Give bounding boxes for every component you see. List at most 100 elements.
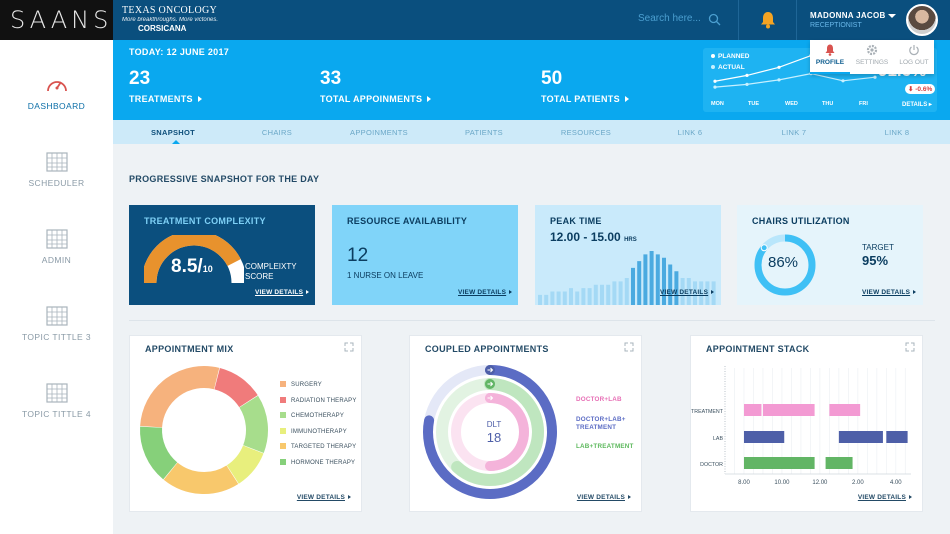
legend-swatch xyxy=(280,381,286,387)
tab-bar: SNAPSHOT CHAIRS APPOINMENTS PATIENTS RES… xyxy=(113,120,950,144)
planned-line-point xyxy=(745,73,749,77)
calendar-icon xyxy=(45,306,68,326)
tab-chairs[interactable]: CHAIRS xyxy=(261,128,293,137)
expand-icon[interactable] xyxy=(624,342,634,352)
stat-patients-link[interactable]: TOTAL PATIENTS xyxy=(541,94,629,104)
mini-chart-change: ⬇ -0.6% xyxy=(905,84,936,94)
tick-label: 4.00 xyxy=(890,480,902,486)
actual-line-point xyxy=(777,78,781,82)
user-name[interactable]: MADONNA JACOB xyxy=(810,11,886,20)
mini-chart-details-link[interactable]: DETAILS ▸ xyxy=(902,102,932,108)
sidebar-item-scheduler[interactable]: SCHEDULER xyxy=(0,151,113,188)
view-details-link[interactable]: VIEW DETAILS xyxy=(297,494,351,501)
actual-line-point xyxy=(873,75,877,79)
legend-planned: PLANNED xyxy=(711,53,749,60)
speedometer-icon xyxy=(46,81,67,92)
stack-bar xyxy=(762,404,815,416)
peak-bar xyxy=(655,254,660,305)
peak-bar xyxy=(593,284,598,305)
search-input[interactable]: Search here... xyxy=(638,13,701,24)
menu-logout[interactable]: LOG OUT xyxy=(894,44,934,66)
sidebar-item-admin[interactable]: ADMIN xyxy=(0,228,113,265)
peak-bar xyxy=(668,264,673,305)
view-details-link[interactable]: VIEW DETAILS xyxy=(858,494,912,501)
panel-title: APPOINTMENT STACK xyxy=(706,344,810,354)
mix-slice xyxy=(140,366,220,428)
target-value: 95% xyxy=(862,253,889,268)
app-logo[interactable]: SAANS xyxy=(0,0,113,40)
org-name: TEXAS ONCOLOGY xyxy=(122,5,218,16)
org-location: CORSICANA xyxy=(138,24,187,33)
stat-appointments-link[interactable]: TOTAL APPOINMENTS xyxy=(320,94,431,104)
card-peak-time: PEAK TIME 12.00 - 15.00 HRS VIEW DETAILS xyxy=(535,205,721,305)
card-treatment-complexity: TREATMENT COMPLEXITY 8.5/10 COMPLEIXTY SC… xyxy=(129,205,315,305)
tick-label: 2.00 xyxy=(852,480,864,486)
peak-bar xyxy=(600,284,604,305)
bell-icon[interactable] xyxy=(760,11,776,29)
sidebar-item-topic-4[interactable]: TOPIC TITTLE 4 xyxy=(0,382,113,419)
tab-link-8[interactable]: LINK 8 xyxy=(884,128,910,137)
peak-bar xyxy=(587,288,592,305)
tab-link-7[interactable]: LINK 7 xyxy=(781,128,807,137)
planned-line-point xyxy=(713,79,717,83)
tick-label: 8.00 xyxy=(738,480,750,486)
chairs-progress-marker xyxy=(760,244,768,252)
chairs-donut xyxy=(754,234,816,296)
legend-label: IMMUNOTHERAPY xyxy=(291,428,347,435)
mini-chart-day-label: MON xyxy=(711,101,724,107)
menu-profile[interactable]: PROFILE xyxy=(810,44,850,74)
legend-label: HORMONE THERAPY xyxy=(291,459,356,466)
mix-slice xyxy=(226,444,264,484)
stack-bar xyxy=(825,457,853,469)
mix-slice xyxy=(239,395,268,453)
resource-value: 12 xyxy=(347,245,369,266)
search-icon[interactable] xyxy=(708,13,721,26)
card-title: TREATMENT COMPLEXITY xyxy=(144,216,266,226)
tab-resources[interactable]: RESOURCES xyxy=(560,128,612,137)
tab-patients[interactable]: PATIENTS xyxy=(465,128,503,137)
view-details-link[interactable]: VIEW DETAILS xyxy=(577,494,631,501)
stat-appointments-value: 33 xyxy=(320,68,342,89)
legend-item: SURGERY xyxy=(280,381,322,388)
expand-icon[interactable] xyxy=(344,342,354,352)
legend-swatch xyxy=(280,458,286,465)
ring-center xyxy=(463,405,517,459)
legend-item: CHEMOTHERAPY xyxy=(280,412,344,419)
avatar[interactable] xyxy=(906,4,938,36)
chevron-down-icon[interactable] xyxy=(888,14,896,18)
view-details-link[interactable]: VIEW DETAILS xyxy=(255,289,309,296)
chairs-value: 86% xyxy=(768,254,799,271)
bell-icon xyxy=(825,44,835,56)
sidebar-item-dashboard[interactable]: DASHBOARD xyxy=(0,74,113,111)
view-details-link[interactable]: VIEW DETAILS xyxy=(660,289,714,296)
center-label: DLT xyxy=(486,420,502,429)
panel-title: COUPLED APPOINTMENTS xyxy=(425,344,549,354)
legend-label: CHEMOTHERAPY xyxy=(291,413,345,419)
legend-label: RADIATION THERAPY xyxy=(291,397,357,404)
calendar-icon xyxy=(45,383,68,403)
menu-settings[interactable]: SETTINGS xyxy=(852,44,892,66)
peak-bar xyxy=(662,257,666,305)
chairs-progress-arc xyxy=(754,234,816,296)
expand-icon[interactable] xyxy=(905,342,915,352)
tab-snapshot[interactable]: SNAPSHOT xyxy=(150,128,196,137)
tab-appointments[interactable]: APPOINMENTS xyxy=(350,128,408,137)
panel-coupled-appointments: COUPLED APPOINTMENTS DLT 18 DOCTOR+LAB DO… xyxy=(409,335,642,512)
arrow-icon-glyph xyxy=(487,381,494,387)
tab-link-6[interactable]: LINK 6 xyxy=(677,128,703,137)
stat-treatments-value: 23 xyxy=(129,68,151,89)
peak-bar xyxy=(618,281,623,305)
view-details-link[interactable]: VIEW DETAILS xyxy=(458,289,512,296)
card-resource-availability: RESOURCE AVAILABILITY 12 1 NURSE ON LEAV… xyxy=(332,205,518,305)
view-details-link[interactable]: VIEW DETAILS xyxy=(862,289,916,296)
sidebar-item-label: TOPIC TITTLE 3 xyxy=(21,332,92,342)
arrow-icon-glyph xyxy=(487,395,494,401)
stat-treatments-link[interactable]: TREATMENTS xyxy=(129,94,202,104)
stack-bar xyxy=(829,404,861,416)
sidebar-item-topic-3[interactable]: TOPIC TITTLE 3 xyxy=(0,305,113,342)
legend-item: HORMONE THERAPY xyxy=(280,458,356,466)
peak-bar xyxy=(612,281,617,305)
calendar-icon xyxy=(45,152,68,172)
peak-bar xyxy=(575,291,580,305)
complexity-caption: COMPLEIXTY SCORE xyxy=(245,262,297,281)
